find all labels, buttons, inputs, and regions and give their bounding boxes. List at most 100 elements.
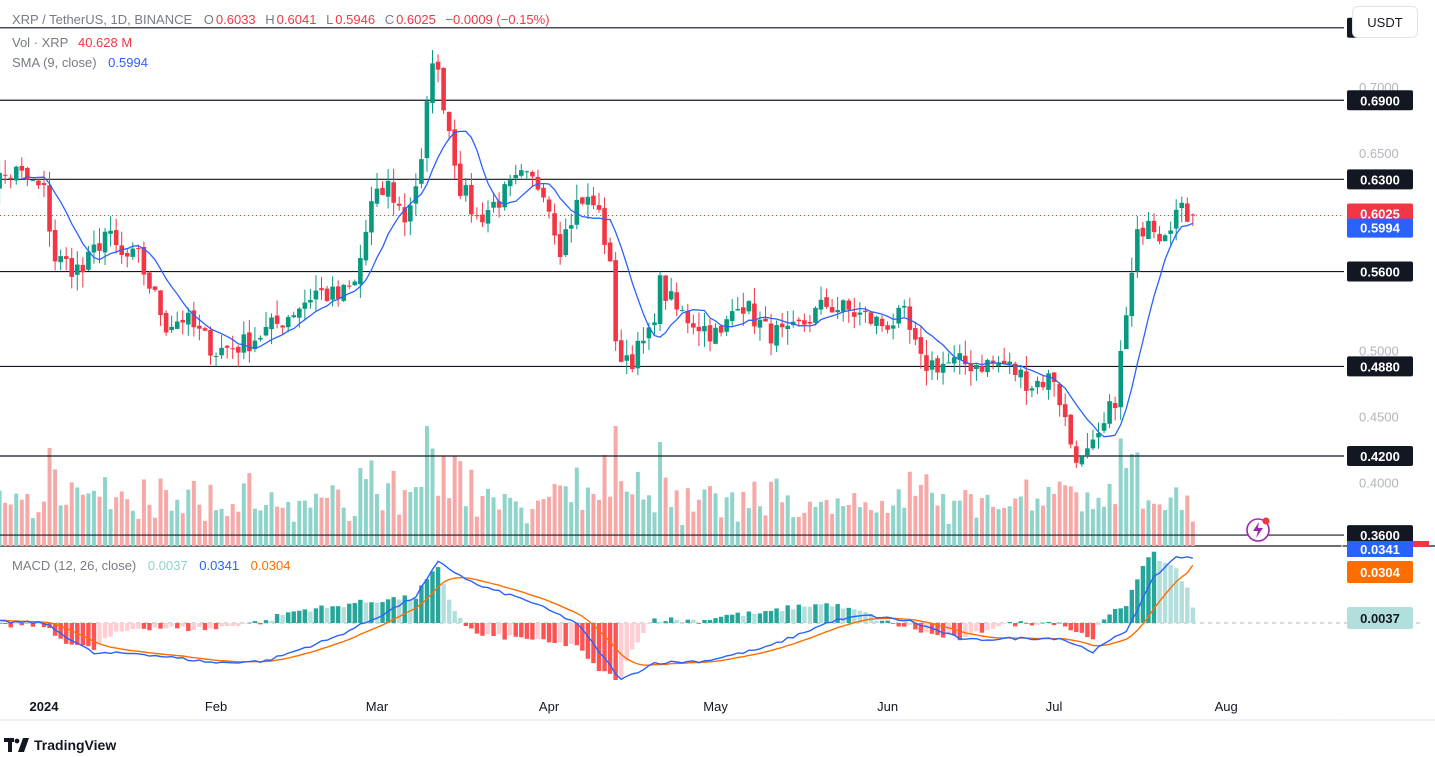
- candle-body: [230, 348, 235, 350]
- macd-hist-bar: [1013, 623, 1018, 627]
- macd-hist-bar: [619, 623, 624, 678]
- candle-body: [1001, 360, 1007, 364]
- candle-body: [1057, 384, 1062, 406]
- event-icon-dot: [1262, 517, 1270, 525]
- macd-hist-bar: [990, 623, 996, 629]
- candle-body: [885, 325, 890, 330]
- macd-hist-bar: [846, 607, 851, 623]
- macd-hist-bar: [297, 610, 302, 623]
- volume-bar: [635, 472, 640, 546]
- candle-body: [1185, 203, 1190, 222]
- volume-bar: [674, 490, 679, 546]
- macd-hist-bar: [313, 608, 319, 623]
- volume-bar: [1190, 521, 1195, 546]
- volume-bar: [713, 493, 718, 546]
- currency-button[interactable]: USDT: [1352, 6, 1418, 38]
- volume-bar: [175, 499, 180, 546]
- macd-hist-bar: [1190, 607, 1196, 623]
- volume-bar: [1013, 498, 1018, 546]
- volume-bar: [708, 486, 712, 546]
- volume-bar: [652, 512, 657, 546]
- hist-axis-box: [1347, 607, 1413, 629]
- candle-body: [724, 319, 729, 332]
- macd-hist-bar: [785, 605, 790, 623]
- tradingview-logo[interactable]: TradingView: [4, 737, 116, 753]
- candle-body: [358, 257, 363, 285]
- candle-body: [557, 234, 563, 258]
- sma-axis-label: 0.5994: [1360, 221, 1401, 236]
- candle-body: [180, 319, 186, 323]
- volume-bar: [619, 481, 624, 546]
- macd-hist-bar: [613, 623, 618, 680]
- candle-body: [97, 243, 102, 251]
- macd-hist-value: 0.0037: [147, 558, 188, 573]
- candle-body: [1062, 404, 1068, 418]
- macd-hist-bar: [1035, 623, 1040, 626]
- candle-body: [513, 174, 519, 179]
- volume-bar: [1068, 486, 1073, 546]
- macd-hist-bar: [1096, 623, 1101, 626]
- volume-bar: [264, 505, 268, 546]
- candle-body: [568, 225, 574, 229]
- volume-bar: [1029, 510, 1034, 546]
- volume-bar: [191, 480, 196, 546]
- volume-bar: [80, 494, 85, 546]
- candle-body: [985, 359, 990, 373]
- candle-body: [86, 251, 91, 270]
- volume-bar: [136, 518, 141, 546]
- candle-body: [385, 180, 391, 197]
- macd-hist-bar: [807, 606, 813, 623]
- volume-bar: [8, 504, 13, 546]
- candle-body: [940, 363, 946, 373]
- volume-bar: [380, 510, 385, 546]
- candle-body: [1140, 227, 1146, 237]
- macd-hist-bar: [685, 619, 690, 623]
- candle-body: [1029, 388, 1035, 391]
- change-value: −0.0009 (−0.15%): [445, 12, 550, 27]
- volume-bar: [447, 498, 452, 546]
- volume-bar: [25, 493, 30, 546]
- macd-hist-bar: [374, 602, 380, 623]
- volume-bar: [114, 497, 119, 546]
- volume-bar: [214, 510, 219, 546]
- macd-hist-bar: [1162, 562, 1168, 623]
- macd-hist-bar: [230, 623, 235, 627]
- candle-body: [452, 129, 457, 166]
- tradingview-logo-icon: [4, 738, 29, 752]
- macd-hist-bar: [224, 623, 230, 627]
- volume-bar: [158, 478, 163, 546]
- candle-body: [485, 209, 491, 224]
- volume-bar: [1113, 504, 1118, 546]
- volume-bar: [896, 489, 901, 546]
- macd-hist-bar: [286, 612, 291, 623]
- macd-hist-bar: [657, 621, 663, 623]
- volume-bar: [852, 493, 857, 546]
- macd-hist-bar: [308, 611, 313, 623]
- time-tick-label: Mar: [366, 699, 389, 714]
- volume-bar: [153, 517, 157, 546]
- candle-body: [663, 275, 668, 301]
- macd-hist-bar: [735, 612, 740, 623]
- macd-hist-bar: [663, 621, 668, 623]
- volume-bar: [14, 493, 19, 546]
- macd-hist-bar: [691, 619, 696, 623]
- candle-body: [857, 312, 863, 315]
- macd-hist-bar: [535, 623, 541, 639]
- macd-hist-bar: [97, 623, 102, 644]
- signal-axis-box: [1347, 561, 1413, 583]
- axis-edge-marker: [1413, 541, 1429, 547]
- candle-body: [352, 281, 358, 286]
- volume-bar: [219, 508, 224, 546]
- volume-bar: [924, 474, 929, 546]
- candle-body: [641, 340, 646, 344]
- macd-hist-bar: [213, 623, 219, 630]
- volume-bar: [252, 508, 257, 546]
- macd-line: [0, 556, 1193, 681]
- macd-axis-box: [1347, 541, 1413, 557]
- macd-hist-bar: [1057, 622, 1062, 624]
- candle-body: [1107, 401, 1112, 424]
- macd-hist-bar: [363, 602, 369, 623]
- macd-hist-bar: [580, 623, 585, 651]
- volume-bar: [280, 507, 285, 546]
